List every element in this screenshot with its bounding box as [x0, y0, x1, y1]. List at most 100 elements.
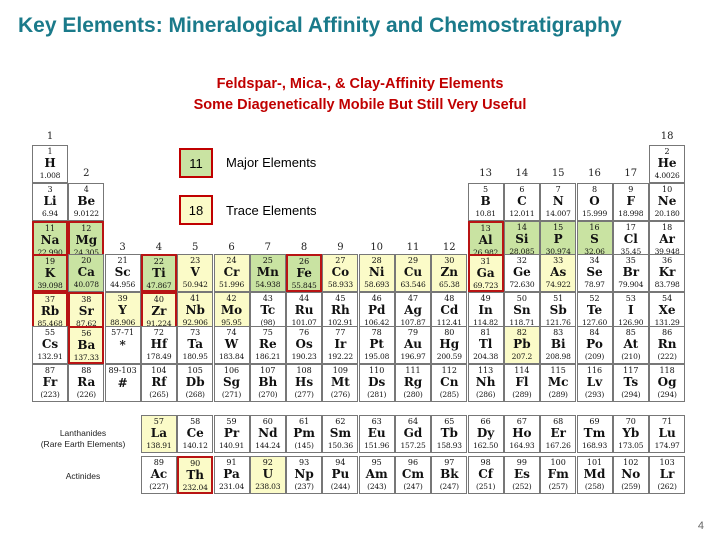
element-symbol: Bi: [550, 337, 566, 351]
atomic-mass: 132.91: [37, 352, 63, 361]
element-cell-Pm: 61 Pm (145): [286, 415, 323, 453]
element-symbol: Mo: [220, 303, 243, 317]
atomic-number: 96: [407, 458, 419, 467]
atomic-number: 115: [550, 366, 566, 375]
atomic-mass: 151.96: [364, 441, 390, 450]
atomic-mass: 91.224: [146, 319, 172, 328]
element-symbol: Cu: [403, 265, 423, 279]
element-symbol: Gd: [403, 426, 423, 440]
atomic-mass: (98): [260, 318, 276, 327]
atomic-number: 72: [153, 328, 164, 337]
atomic-mass: 190.23: [291, 352, 317, 361]
element-symbol: Mg: [75, 233, 98, 247]
atomic-mass: (226): [76, 390, 96, 399]
element-cell-Ni: 28 Ni 58.693: [358, 254, 395, 292]
element-symbol: Li: [43, 194, 57, 208]
element-symbol: Ba: [77, 338, 96, 352]
atomic-mass: 39.098: [37, 281, 63, 290]
atomic-mass: 51.996: [218, 280, 245, 289]
element-cell-Zr: 40 Zr 91.224: [140, 292, 177, 330]
element-symbol: Po: [586, 337, 603, 351]
atomic-number: 31: [480, 257, 491, 266]
atomic-mass: 140.12: [182, 441, 208, 450]
element-symbol: Ds: [368, 375, 386, 389]
element-cell-Fe: 26 Fe 55.845: [286, 254, 323, 292]
atomic-number: 90: [190, 459, 201, 468]
element-symbol: Cs: [41, 337, 59, 351]
element-symbol: Fl: [515, 375, 529, 389]
atomic-number: 101: [586, 458, 603, 467]
atomic-mass: (252): [512, 482, 532, 491]
page-number: 4: [697, 520, 704, 532]
atomic-number: 21: [117, 256, 128, 265]
element-cell-Eu: 63 Eu 151.96: [358, 415, 395, 453]
element-symbol: La: [150, 426, 167, 440]
element-symbol: Am: [365, 467, 388, 481]
element-symbol: *: [119, 338, 126, 352]
atomic-number: 61: [299, 417, 310, 426]
atomic-number: 47: [407, 294, 419, 303]
element-symbol: Pm: [293, 426, 315, 440]
element-cell-Ge: 32 Ge 72.630: [503, 254, 540, 292]
element-cell-Nh: 113 Nh (286): [467, 364, 504, 402]
atomic-number: 53: [625, 294, 636, 303]
element-cell-Fl: 114 Fl (289): [503, 364, 540, 402]
atomic-number: 16: [589, 223, 600, 232]
atomic-mass: 9.0122: [73, 209, 99, 218]
atomic-mass: 65.38: [439, 280, 460, 289]
element-cell-placeholder: 57-71 *: [104, 326, 141, 364]
atomic-mass: (145): [294, 441, 314, 450]
atomic-number: 29: [407, 256, 419, 265]
atomic-mass: 92.906: [182, 318, 208, 327]
atomic-number: 69: [589, 417, 600, 426]
element-symbol: H: [44, 156, 56, 170]
group-number: 5: [192, 242, 199, 253]
group-number: 9: [337, 242, 344, 253]
atomic-number: 78: [371, 328, 382, 337]
atomic-mass: 164.93: [509, 441, 535, 450]
atomic-mass: (268): [185, 390, 205, 399]
element-symbol: Ga: [476, 266, 495, 280]
atomic-mass: 195.08: [364, 352, 390, 361]
element-cell-Y: 39 Y 88.906: [104, 292, 141, 330]
atomic-mass: 196.97: [400, 352, 426, 361]
element-symbol: Cn: [440, 375, 459, 389]
atomic-number: 82: [516, 328, 527, 337]
atomic-number: 32: [516, 256, 527, 265]
atomic-number: 57-71: [111, 328, 135, 337]
element-cell-Ba: 56 Ba 137.33: [68, 326, 105, 364]
atomic-number: 38: [81, 295, 92, 304]
element-symbol: Be: [77, 194, 96, 208]
atomic-mass: 35.45: [620, 247, 642, 256]
atomic-number: 75: [262, 328, 273, 337]
atomic-number: 100: [550, 458, 566, 467]
element-cell-Gd: 64 Gd 157.25: [395, 415, 431, 453]
element-symbol: Ag: [404, 303, 422, 317]
group-number: 14: [515, 168, 529, 179]
element-cell-Pa: 91 Pa 231.04: [213, 456, 250, 494]
element-symbol: V: [190, 265, 200, 279]
atomic-mass: 63.546: [400, 280, 426, 289]
element-symbol: C: [517, 194, 527, 208]
atomic-number: 9: [628, 185, 634, 194]
element-symbol: Te: [586, 303, 603, 317]
atomic-mass: 183.84: [218, 352, 245, 361]
element-cell-Co: 27 Co 58.933: [322, 254, 359, 292]
atomic-number: 49: [480, 294, 491, 303]
atomic-mass: (262): [657, 482, 677, 491]
element-symbol: Cf: [478, 467, 493, 481]
group-number: 2: [83, 168, 90, 179]
atomic-mass: 24.305: [73, 248, 99, 257]
atomic-mass: 88.906: [110, 318, 136, 327]
element-symbol: Cd: [440, 303, 459, 317]
atomic-mass: 79.904: [618, 280, 644, 289]
element-symbol: Hg: [439, 337, 460, 351]
element-symbol: Rf: [151, 375, 167, 389]
atomic-number: 58: [190, 417, 201, 426]
element-symbol: Tl: [478, 337, 493, 351]
atomic-number: 25: [262, 256, 273, 265]
element-cell-Sg: 106 Sg (271): [213, 364, 250, 402]
atomic-mass: (294): [657, 390, 677, 399]
atomic-mass: 207.2: [511, 352, 533, 361]
atomic-number: 67: [516, 417, 527, 426]
